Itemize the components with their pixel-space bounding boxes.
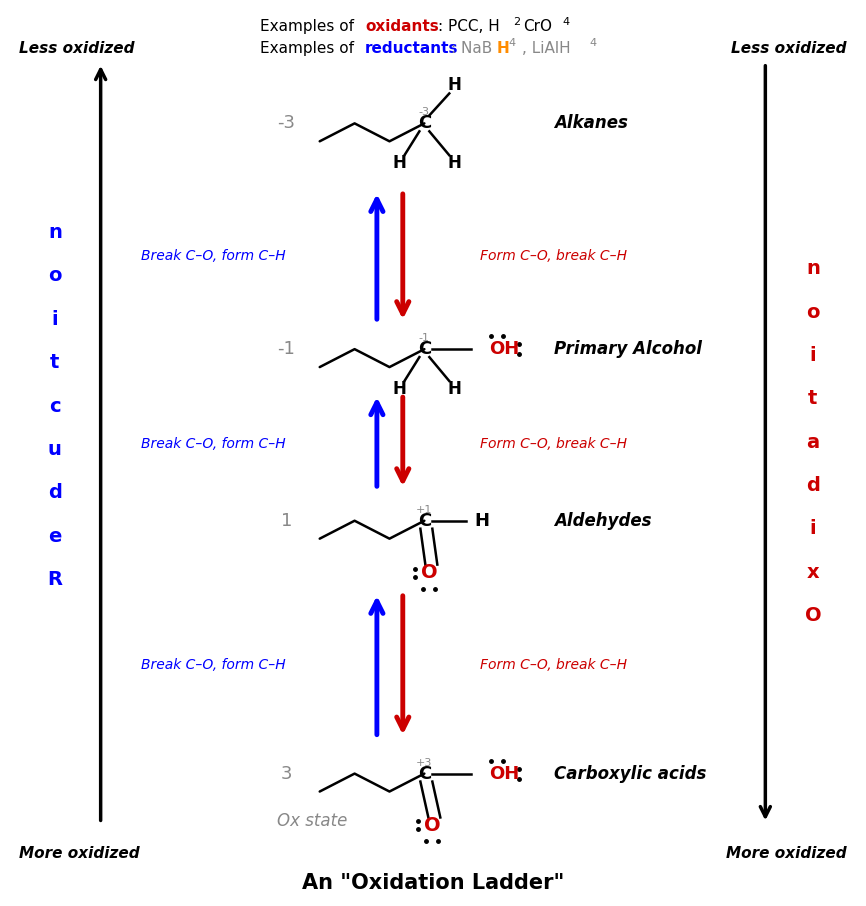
Text: Break C–O, form C–H: Break C–O, form C–H <box>140 659 285 672</box>
Text: O: O <box>421 563 437 582</box>
Text: Ox state: Ox state <box>277 813 347 831</box>
Text: C: C <box>417 512 431 530</box>
Text: d: d <box>48 483 61 502</box>
Text: 3: 3 <box>281 765 292 783</box>
Text: H: H <box>392 154 406 172</box>
Text: -3: -3 <box>419 108 430 118</box>
Text: Aldehydes: Aldehydes <box>554 512 651 530</box>
Text: More oxidized: More oxidized <box>19 846 140 861</box>
Text: O: O <box>424 816 441 835</box>
Text: Form C–O, break C–H: Form C–O, break C–H <box>481 659 627 672</box>
Text: t: t <box>808 390 818 409</box>
Text: H: H <box>392 380 406 398</box>
Text: OH: OH <box>489 765 520 783</box>
Text: OH: OH <box>489 340 520 358</box>
Text: x: x <box>806 563 819 582</box>
Text: e: e <box>48 526 61 545</box>
Text: t: t <box>50 353 60 372</box>
Text: H: H <box>496 41 509 56</box>
Text: Examples of: Examples of <box>261 41 359 56</box>
Text: , LiAlH: , LiAlH <box>521 41 570 56</box>
Text: oxidants: oxidants <box>365 19 439 34</box>
Text: +3: +3 <box>417 757 432 767</box>
Text: Break C–O, form C–H: Break C–O, form C–H <box>140 437 285 451</box>
Text: : PCC, H: : PCC, H <box>438 19 500 34</box>
Text: Break C–O, form C–H: Break C–O, form C–H <box>140 249 285 263</box>
Text: c: c <box>49 397 61 416</box>
Text: 4: 4 <box>562 16 570 27</box>
Text: H: H <box>475 512 489 530</box>
Text: n: n <box>806 259 820 278</box>
Text: +1: +1 <box>417 505 432 515</box>
Text: Less oxidized: Less oxidized <box>19 41 135 55</box>
Text: n: n <box>48 223 61 242</box>
Text: C: C <box>417 114 431 132</box>
Text: 2: 2 <box>514 16 520 27</box>
Text: 4: 4 <box>508 38 515 48</box>
Text: u: u <box>48 440 61 458</box>
Text: O: O <box>805 606 821 625</box>
Text: i: i <box>52 310 58 329</box>
Text: o: o <box>806 303 819 322</box>
Text: An "Oxidation Ladder": An "Oxidation Ladder" <box>302 873 564 893</box>
Text: -1: -1 <box>277 340 295 358</box>
Text: i: i <box>810 519 816 538</box>
Text: R: R <box>48 570 62 589</box>
Text: Carboxylic acids: Carboxylic acids <box>554 765 707 783</box>
Text: -1: -1 <box>419 333 430 343</box>
Text: Less oxidized: Less oxidized <box>731 41 847 55</box>
Text: C: C <box>417 340 431 358</box>
Text: CrO: CrO <box>524 19 553 34</box>
Text: 4: 4 <box>589 38 597 48</box>
Text: reductants: reductants <box>365 41 458 56</box>
Text: Form C–O, break C–H: Form C–O, break C–H <box>481 249 627 263</box>
Text: C: C <box>417 765 431 783</box>
Text: More oxidized: More oxidized <box>726 846 847 861</box>
Text: -3: -3 <box>277 114 295 132</box>
Text: i: i <box>810 346 816 365</box>
Text: a: a <box>806 433 819 452</box>
Text: 1: 1 <box>281 512 292 530</box>
Text: Examples of: Examples of <box>261 19 359 34</box>
Text: H: H <box>448 380 462 398</box>
Text: o: o <box>48 266 61 285</box>
Text: Alkanes: Alkanes <box>554 114 628 132</box>
Text: H: H <box>448 154 462 172</box>
Text: H: H <box>448 76 462 94</box>
Text: Form C–O, break C–H: Form C–O, break C–H <box>481 437 627 451</box>
Text: : NaB: : NaB <box>450 41 492 56</box>
Text: Primary Alcohol: Primary Alcohol <box>554 340 701 358</box>
Text: d: d <box>806 476 820 495</box>
